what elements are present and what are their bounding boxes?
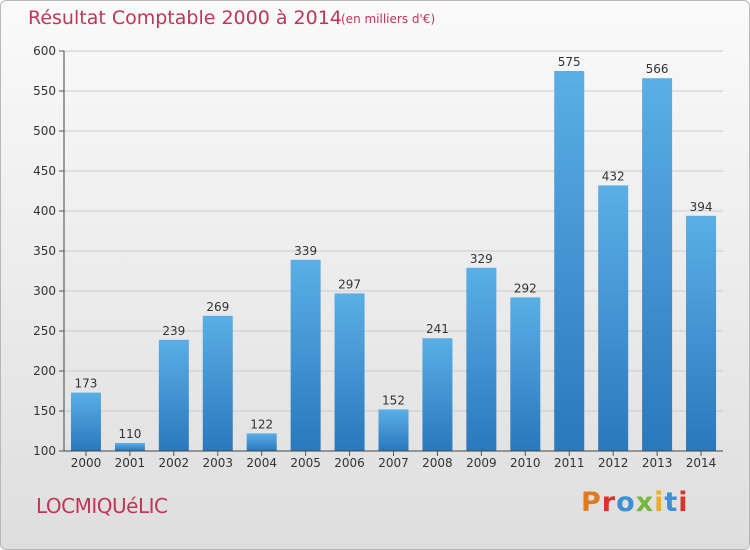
data-label: 394 [690,200,713,214]
bar-2001 [114,443,145,451]
axes [59,50,723,456]
y-tick-label: 450 [33,164,56,178]
x-tick-label: 2008 [422,456,453,470]
data-label: 110 [118,427,141,441]
chart-subtitle: (en milliers d'€) [341,12,436,26]
data-label: 297 [338,277,361,291]
x-tick-label: 2010 [510,456,541,470]
y-tick-label: 250 [33,324,56,338]
x-tick-label: 2001 [115,456,146,470]
bar-2014 [686,215,717,451]
data-label: 566 [646,62,669,76]
bar-2005 [290,259,321,451]
data-label: 152 [382,393,405,407]
bars [70,71,717,451]
data-label: 329 [470,252,493,266]
data-label: 269 [206,300,229,314]
data-label: 575 [558,55,581,69]
logo-letter: o [616,487,636,518]
y-tick-label: 400 [33,204,56,218]
y-tick-label: 150 [33,404,56,418]
labels: 100 150 200 250 300 350 400 450 500 550 600 2000 173… [33,44,716,470]
y-tick-label: 500 [33,124,56,138]
x-tick-label: 2002 [159,456,190,470]
data-label: 241 [426,322,449,336]
bar-2006 [334,293,365,451]
chart-title: Résultat Comptable 2000 à 2014 [28,7,342,29]
bar-2013 [642,78,673,451]
bar-2011 [554,71,585,451]
y-tick-label: 100 [33,444,56,458]
data-label: 173 [75,377,98,391]
bar-2012 [598,185,629,451]
proxiti-logo[interactable]: Proxiti [581,487,689,518]
bar-2004 [246,433,277,451]
bar-2002 [158,339,189,451]
logo-letter: t [664,487,679,518]
x-tick-label: 2000 [71,456,102,470]
logo-letter: r [601,487,617,518]
x-tick-label: 2009 [466,456,497,470]
bar-2008 [422,338,453,451]
y-tick-label: 550 [33,84,56,98]
y-tick-label: 200 [33,364,56,378]
bar-2000 [70,392,101,451]
data-label: 292 [514,281,537,295]
bar-2009 [466,267,497,451]
commune-name: LOCMIQUéLIC [36,494,168,518]
y-tick-label: 300 [33,284,56,298]
data-label: 432 [602,169,625,183]
data-label: 239 [162,324,185,338]
logo-letter: i [654,487,665,518]
x-tick-label: 2012 [598,456,629,470]
x-tick-label: 2007 [378,456,409,470]
logo-letter: x [635,487,655,518]
x-tick-label: 2011 [554,456,585,470]
x-tick-label: 2013 [642,456,673,470]
bar-2007 [378,409,409,451]
x-tick-label: 2003 [202,456,233,470]
x-tick-label: 2006 [334,456,365,470]
logo-letter: i [678,487,689,518]
x-tick-label: 2005 [290,456,321,470]
bar-2003 [202,315,233,451]
data-label: 122 [250,417,273,431]
data-label: 339 [294,244,317,258]
bar-2010 [510,297,541,451]
y-tick-label: 350 [33,244,56,258]
x-tick-label: 2014 [686,456,717,470]
logo-letter: P [581,487,602,518]
x-tick-label: 2004 [246,456,277,470]
y-tick-label: 600 [33,44,56,58]
